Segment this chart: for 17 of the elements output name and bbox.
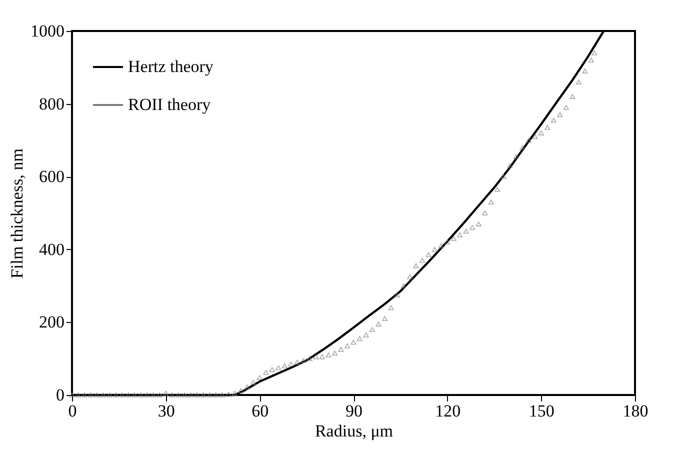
x-tick-label: 0 (68, 402, 77, 420)
x-tick-label: 60 (252, 402, 269, 420)
y-tick-label: 200 (39, 312, 64, 332)
legend-label: Hertz theory (128, 57, 214, 76)
x-tick-label: 30 (158, 402, 175, 420)
x-tick-label: 120 (435, 402, 461, 420)
y-tick-label: 0 (56, 386, 64, 404)
y-tick-label: 1000 (30, 22, 64, 40)
x-tick-label: 180 (622, 402, 648, 420)
y-tick-label: 400 (39, 240, 64, 259)
x-axis-title: Radius, μm (314, 422, 394, 440)
legend-label: ROII theory (128, 95, 212, 114)
y-axis-title: Film thickness, nm (8, 148, 26, 278)
y-tick-label: 600 (39, 167, 64, 186)
x-tick-label: 90 (346, 402, 362, 420)
y-tick-label: 800 (39, 94, 64, 114)
x-tick-label: 150 (528, 402, 554, 420)
